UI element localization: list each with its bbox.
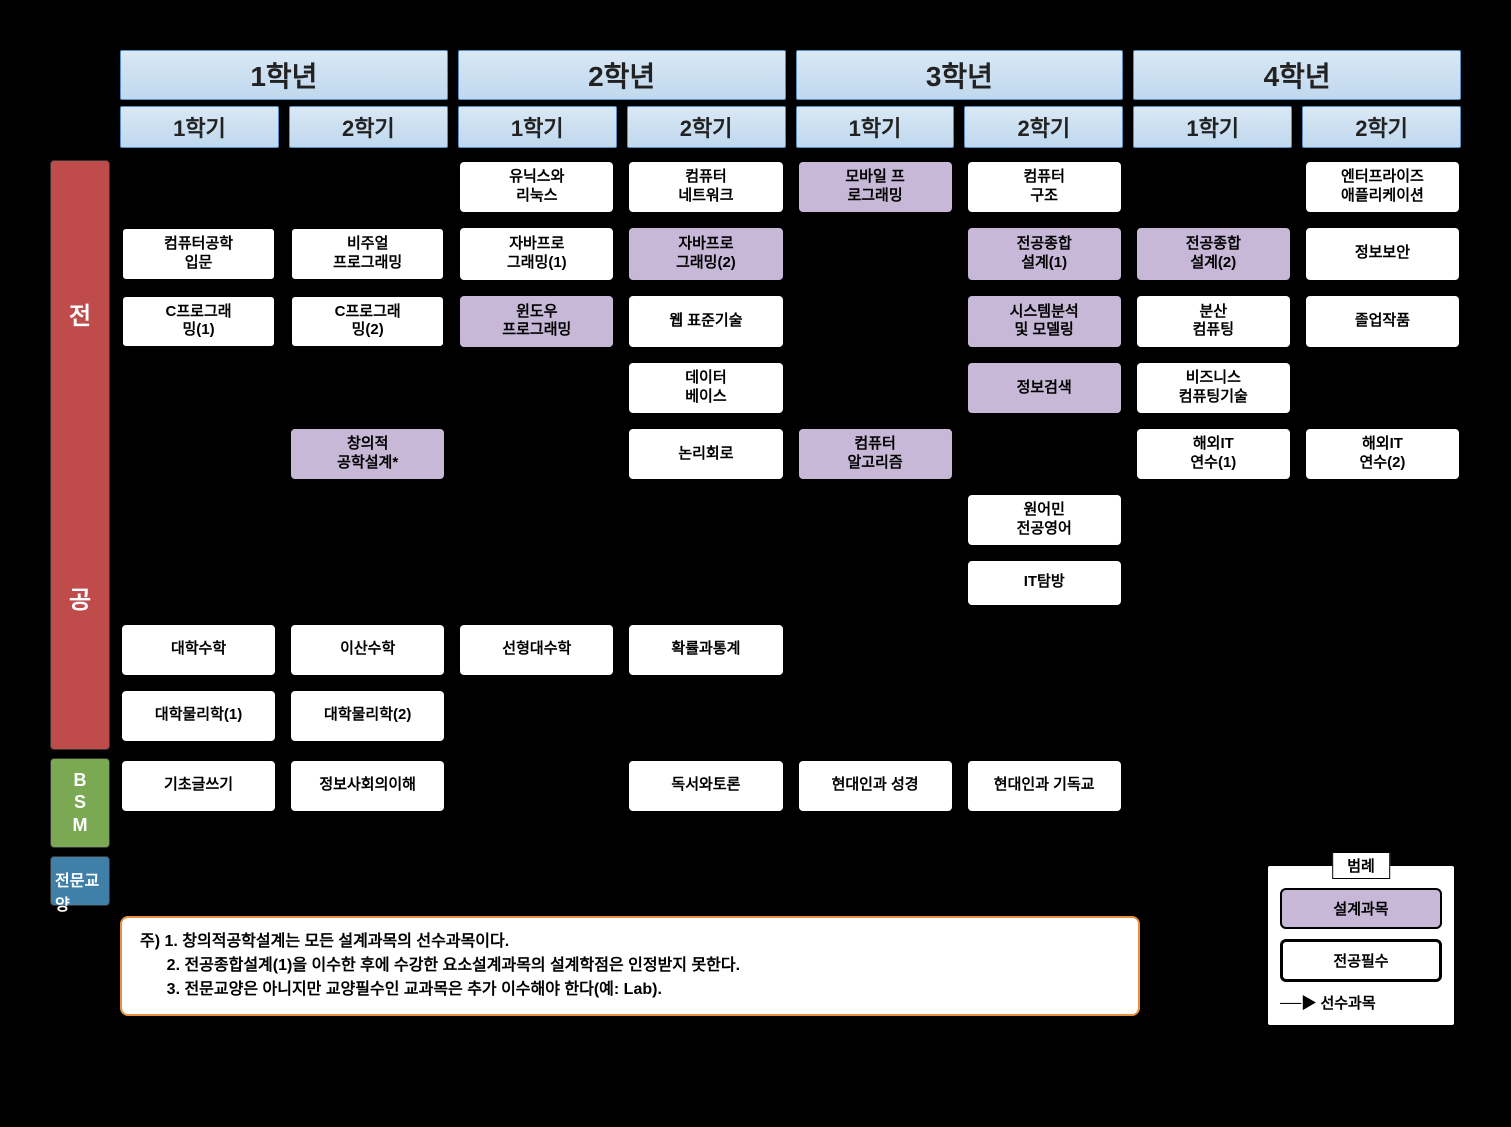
- major-course-2-7: 졸업작품: [1304, 294, 1461, 350]
- bsm-course-0-3: 확률과통계: [627, 623, 784, 677]
- semester-header-8: 2학기: [1302, 106, 1461, 148]
- major-char-2: 공: [69, 580, 91, 615]
- legend-required-item: 전공필수: [1280, 939, 1442, 982]
- major-row-5: 원어민전공영어: [120, 493, 1461, 547]
- side-labels-column: 전 공 B S M 전문교양: [50, 160, 110, 906]
- legend-design-item: 설계과목: [1280, 888, 1442, 929]
- major-course-0-7: 엔터프라이즈애플리케이션: [1304, 160, 1461, 214]
- major-course-1-2: 자바프로그래밍(1): [458, 226, 615, 282]
- bsm-char-2: S: [74, 792, 86, 813]
- bsm-row-1: 대학물리학(1)대학물리학(2): [120, 689, 1461, 743]
- note-line-2: 2. 전공종합설계(1)을 이수한 후에 수강한 요소설계과목의 설계학점은 인…: [140, 954, 1120, 978]
- semester-header-3: 1학기: [458, 106, 617, 148]
- semester-header-2: 2학기: [289, 106, 448, 148]
- arrow-icon: ──▶: [1280, 995, 1320, 1012]
- bsm-course-0-2: 선형대수학: [458, 623, 615, 677]
- major-course-3-6: 비즈니스컴퓨팅기술: [1135, 361, 1292, 415]
- note-line-1: 주) 1. 창의적공학설계는 모든 설계과목의 선수과목이다.: [140, 930, 1120, 954]
- semester-header-7: 1학기: [1133, 106, 1292, 148]
- liberal-course-0-0: 기초글쓰기: [120, 759, 277, 813]
- legend-prereq-item: ──▶ 선수과목: [1280, 992, 1442, 1013]
- liberal-course-0-5: 현대인과 기독교: [966, 759, 1123, 813]
- liberal-course-0-4: 현대인과 성경: [797, 759, 954, 813]
- courses-area: 유닉스와리눅스컴퓨터네트워크모바일 프로그래밍컴퓨터구조 엔터프라이즈애플리케이션…: [120, 160, 1461, 906]
- major-row-2: C프로그래밍(1)C프로그래밍(2)윈도우프로그래밍웹 표준기술 시스템분석및 모…: [120, 294, 1461, 350]
- major-course-4-7: 해외IT연수(2): [1304, 427, 1461, 481]
- major-course-1-0: 컴퓨터공학입문: [120, 226, 277, 282]
- bsm-row-0: 대학수학이산수학선형대수학확률과통계: [120, 623, 1461, 677]
- major-course-5-5: 원어민전공영어: [966, 493, 1123, 547]
- major-course-1-3: 자바프로그래밍(2): [627, 226, 784, 282]
- note-line-3: 3. 전문교양은 아니지만 교양필수인 교과목은 추가 이수해야 한다(예: L…: [140, 978, 1120, 1002]
- liberal-row-0: 기초글쓰기정보사회의이해 독서와토론현대인과 성경현대인과 기독교: [120, 759, 1461, 813]
- notes-box: 주) 1. 창의적공학설계는 모든 설계과목의 선수과목이다. 2. 전공종합설…: [120, 916, 1140, 1016]
- curriculum-grid: 전 공 B S M 전문교양 유닉스와리눅스컴퓨터네트워크모바일 프로그래밍컴퓨…: [50, 160, 1461, 906]
- bsm-char-3: M: [73, 815, 88, 836]
- major-row-4: 창의적공학설계* 논리회로컴퓨터알고리즘 해외IT연수(1)해외IT연수(2): [120, 427, 1461, 481]
- major-course-4-1: 창의적공학설계*: [289, 427, 446, 481]
- major-course-2-0: C프로그래밍(1): [120, 294, 277, 350]
- major-course-2-6: 분산컴퓨팅: [1135, 294, 1292, 350]
- year-header-3: 3학년: [796, 50, 1124, 100]
- bsm-course-1-0: 대학물리학(1): [120, 689, 277, 743]
- major-course-0-2: 유닉스와리눅스: [458, 160, 615, 214]
- major-course-2-1: C프로그래밍(2): [289, 294, 446, 350]
- major-course-2-2: 윈도우프로그래밍: [458, 294, 615, 350]
- major-course-6-5: IT탐방: [966, 559, 1123, 607]
- major-course-1-7: 정보보안: [1304, 226, 1461, 282]
- semester-header-1: 1학기: [120, 106, 279, 148]
- major-course-2-3: 웹 표준기술: [627, 294, 784, 350]
- major-course-3-3: 데이터베이스: [627, 361, 784, 415]
- major-course-1-6: 전공종합설계(2): [1135, 226, 1292, 282]
- major-row-0: 유닉스와리눅스컴퓨터네트워크모바일 프로그래밍컴퓨터구조 엔터프라이즈애플리케이션: [120, 160, 1461, 214]
- legend-title: 범례: [1332, 852, 1390, 879]
- semester-header-row: 1학기2학기1학기2학기1학기2학기1학기2학기: [120, 106, 1461, 148]
- major-row-1: 컴퓨터공학입문비주얼프로그래밍자바프로그래밍(1)자바프로그래밍(2) 전공종합설…: [120, 226, 1461, 282]
- liberal-course-0-1: 정보사회의이해: [289, 759, 446, 813]
- major-course-4-6: 해외IT연수(1): [1135, 427, 1292, 481]
- major-course-3-5: 정보검색: [966, 361, 1123, 415]
- liberal-course-0-3: 독서와토론: [627, 759, 784, 813]
- year-header-4: 4학년: [1133, 50, 1461, 100]
- bsm-course-0-0: 대학수학: [120, 623, 277, 677]
- major-course-4-4: 컴퓨터알고리즘: [797, 427, 954, 481]
- bsm-course-1-1: 대학물리학(2): [289, 689, 446, 743]
- side-label-bsm: B S M: [50, 758, 110, 848]
- semester-header-5: 1학기: [796, 106, 955, 148]
- major-course-0-5: 컴퓨터구조: [966, 160, 1123, 214]
- bsm-course-0-1: 이산수학: [289, 623, 446, 677]
- major-course-4-3: 논리회로: [627, 427, 784, 481]
- major-course-1-1: 비주얼프로그래밍: [289, 226, 446, 282]
- bsm-char-1: B: [74, 770, 87, 791]
- year-header-1: 1학년: [120, 50, 448, 100]
- major-row-6: IT탐방: [120, 559, 1461, 607]
- side-label-major: 전 공: [50, 160, 110, 750]
- major-char-1: 전: [69, 296, 91, 331]
- major-course-0-4: 모바일 프로그래밍: [797, 160, 954, 214]
- major-row-3: 데이터베이스 정보검색비즈니스컴퓨팅기술: [120, 361, 1461, 415]
- year-header-2: 2학년: [458, 50, 786, 100]
- major-course-0-3: 컴퓨터네트워크: [627, 160, 784, 214]
- major-course-1-5: 전공종합설계(1): [966, 226, 1123, 282]
- year-header-row: 1학년2학년3학년4학년: [120, 50, 1461, 100]
- semester-header-4: 2학기: [627, 106, 786, 148]
- legend-box: 범례 설계과목 전공필수 ──▶ 선수과목: [1266, 864, 1456, 1027]
- legend-prereq-label: 선수과목: [1320, 995, 1375, 1012]
- major-course-2-5: 시스템분석및 모델링: [966, 294, 1123, 350]
- side-label-liberal: 전문교양: [50, 856, 110, 906]
- liberal-label: 전문교양: [55, 867, 105, 915]
- semester-header-6: 2학기: [964, 106, 1123, 148]
